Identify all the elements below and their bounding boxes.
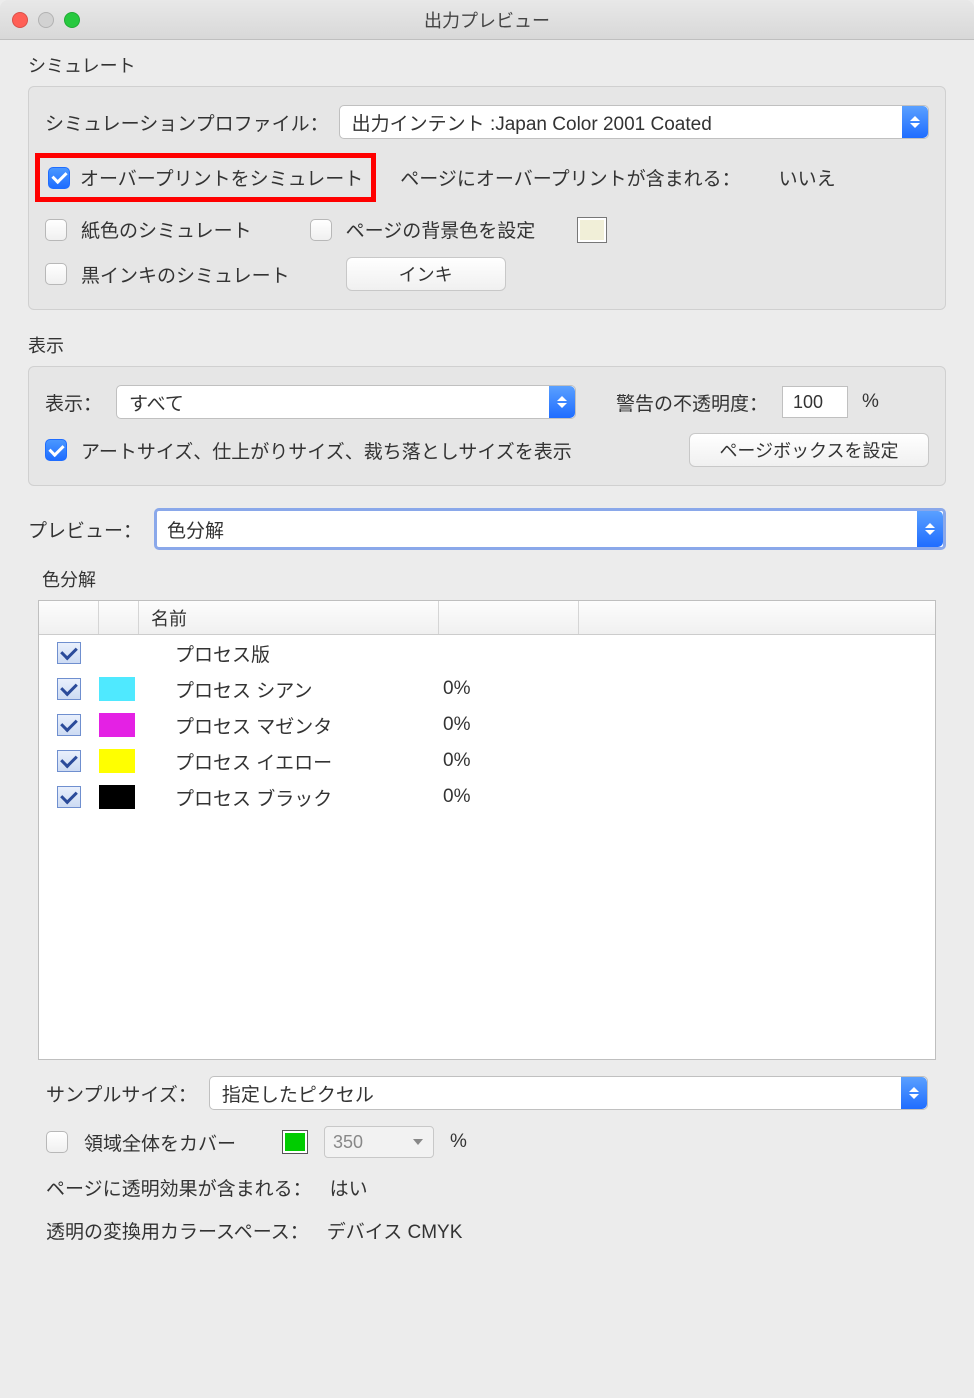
opacity-input[interactable]: 100 xyxy=(782,386,848,418)
column-name: 名前 xyxy=(139,601,439,634)
table-row: プロセス版 xyxy=(39,635,935,671)
page-bg-checkbox[interactable] xyxy=(310,219,332,241)
display-panel: 表示： すべて 警告の不透明度： 100 % アートサイズ、仕上がりサイズ、裁ち… xyxy=(28,366,946,486)
black-ink-label: 黒インキのシミュレート xyxy=(81,261,290,288)
show-select[interactable]: すべて xyxy=(116,385,576,419)
show-sizes-checkbox[interactable] xyxy=(45,439,67,461)
transparency-contains-label: ページに透明効果が含まれる： xyxy=(46,1174,312,1201)
simulation-profile-select[interactable]: 出力インテント :Japan Color 2001 Coated xyxy=(339,105,929,139)
paper-color-label: 紙色のシミュレート xyxy=(81,216,252,243)
simulation-profile-label: シミュレーションプロファイル： xyxy=(45,109,329,136)
color-chip-icon xyxy=(99,713,135,737)
contains-overprint-label: ページにオーバープリントが含まれる： xyxy=(400,164,740,191)
page-bg-swatch[interactable] xyxy=(577,217,607,243)
preview-value: 色分解 xyxy=(167,516,224,543)
coverage-swatch[interactable] xyxy=(282,1130,308,1154)
show-sizes-label: アートサイズ、仕上がりサイズ、裁ち落としサイズを表示 xyxy=(81,437,572,464)
color-chip-icon xyxy=(99,677,135,701)
transparency-blend-value: デバイス CMYK xyxy=(327,1217,463,1244)
overprint-highlight: オーバープリントをシミュレート xyxy=(35,153,376,202)
overprint-checkbox[interactable] xyxy=(48,167,70,189)
visibility-toggle[interactable] xyxy=(57,714,81,736)
preview-label: プレビュー： xyxy=(28,516,142,543)
set-page-boxes-button[interactable]: ページボックスを設定 xyxy=(689,433,929,467)
separations-label: 色分解 xyxy=(42,566,946,592)
sample-size-label: サンプルサイズ： xyxy=(46,1080,197,1107)
row-name: プロセス ブラック xyxy=(139,784,439,811)
separations-header: 名前 xyxy=(39,601,935,635)
show-value: すべて xyxy=(129,389,184,416)
contains-overprint-value: いいえ xyxy=(779,164,836,191)
coverage-unit: % xyxy=(450,1131,467,1153)
visibility-toggle[interactable] xyxy=(57,786,81,808)
black-ink-checkbox[interactable] xyxy=(45,263,67,285)
row-name: プロセス マゼンタ xyxy=(139,712,439,739)
row-value: 0% xyxy=(439,678,579,700)
chevron-updown-icon xyxy=(549,386,575,418)
display-section-label: 表示 xyxy=(28,332,946,358)
paper-color-checkbox[interactable] xyxy=(45,219,67,241)
chevron-updown-icon xyxy=(917,511,943,547)
row-name: プロセス シアン xyxy=(139,676,439,703)
table-row: プロセス マゼンタ 0% xyxy=(39,707,935,743)
row-value: 0% xyxy=(439,750,579,772)
chevron-updown-icon xyxy=(901,1077,927,1109)
sample-size-select[interactable]: 指定したピクセル xyxy=(209,1076,928,1110)
simulation-profile-value: 出力インテント :Japan Color 2001 Coated xyxy=(352,109,712,136)
titlebar: 出力プレビュー xyxy=(0,0,974,40)
coverage-threshold-stepper[interactable]: 350 xyxy=(324,1126,434,1158)
coverage-checkbox[interactable] xyxy=(46,1131,68,1153)
table-row: プロセス ブラック 0% xyxy=(39,779,935,815)
transparency-blend-label: 透明の変換用カラースペース： xyxy=(46,1217,309,1244)
show-label: 表示： xyxy=(45,389,102,416)
row-name: プロセス版 xyxy=(139,640,439,667)
simulate-panel: シミュレーションプロファイル： 出力インテント :Japan Color 200… xyxy=(28,86,946,310)
visibility-toggle[interactable] xyxy=(57,642,81,664)
opacity-unit: % xyxy=(862,391,879,413)
visibility-toggle[interactable] xyxy=(57,678,81,700)
table-row: プロセス シアン 0% xyxy=(39,671,935,707)
color-chip-icon xyxy=(99,749,135,773)
row-value: 0% xyxy=(439,786,579,808)
opacity-label: 警告の不透明度： xyxy=(616,389,768,416)
transparency-contains-value: はい xyxy=(330,1174,368,1201)
visibility-toggle[interactable] xyxy=(57,750,81,772)
chevron-updown-icon xyxy=(902,106,928,138)
simulate-section-label: シミュレート xyxy=(28,52,946,78)
separations-table: 名前 プロセス版 プロセス シアン 0% プロセス xyxy=(38,600,936,1060)
row-value: 0% xyxy=(439,714,579,736)
color-chip-icon xyxy=(99,785,135,809)
coverage-label: 領域全体をカバー xyxy=(84,1129,236,1156)
preview-select[interactable]: 色分解 xyxy=(154,508,946,550)
window-title: 出力プレビュー xyxy=(0,7,974,33)
page-bg-label: ページの背景色を設定 xyxy=(346,216,536,243)
ink-button[interactable]: インキ xyxy=(346,257,506,291)
overprint-label: オーバープリントをシミュレート xyxy=(80,164,363,191)
row-name: プロセス イエロー xyxy=(139,748,439,775)
sample-size-value: 指定したピクセル xyxy=(222,1080,374,1107)
table-row: プロセス イエロー 0% xyxy=(39,743,935,779)
